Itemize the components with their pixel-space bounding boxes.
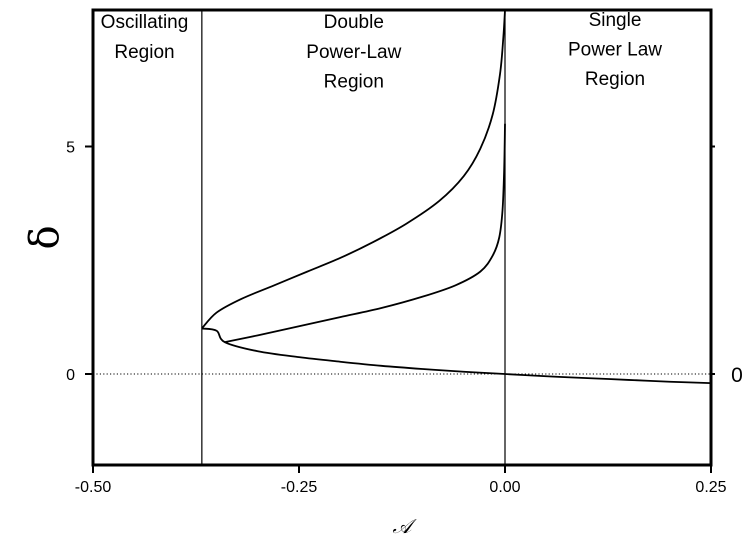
y-axis-label: δ — [22, 225, 68, 249]
plot-frame — [91, 8, 713, 467]
region-label-0-line-1: Region — [114, 42, 174, 63]
axis-ticks: -0.50 -0.25 0.00 0.25 0 5 0 — [66, 140, 743, 497]
y-tick-label-1: 5 — [66, 140, 75, 157]
region-label-1-line-0: Double — [324, 12, 384, 33]
series-layer — [201, 9, 712, 384]
series-middle-branch — [224, 123, 506, 344]
x-axis-label: 𝒜 — [393, 514, 418, 538]
right-side-label: 0 — [731, 364, 743, 387]
region-label-2-line-0: Single — [589, 10, 642, 31]
region-labels: Oscillating Region Double Power-Law Region Si… — [101, 10, 663, 92]
x-tick-label-0: -0.50 — [75, 479, 112, 496]
y-tick-label-0: 0 — [66, 367, 75, 384]
x-tick-label-1: -0.25 — [281, 479, 318, 496]
series-lower-branch — [201, 327, 712, 384]
region-label-2-line-2: Region — [585, 69, 645, 90]
region-label-0-line-0: Oscillating — [101, 12, 189, 33]
x-tick-label-3: 0.25 — [695, 479, 726, 496]
x-tick-label-2: 0.00 — [489, 479, 520, 496]
region-label-2-line-1: Power Law — [568, 40, 662, 61]
reference-lines — [93, 10, 711, 465]
series-upper-branch — [201, 9, 506, 330]
region-label-1-line-2: Region — [324, 71, 384, 92]
region-label-1-line-1: Power-Law — [306, 42, 401, 63]
